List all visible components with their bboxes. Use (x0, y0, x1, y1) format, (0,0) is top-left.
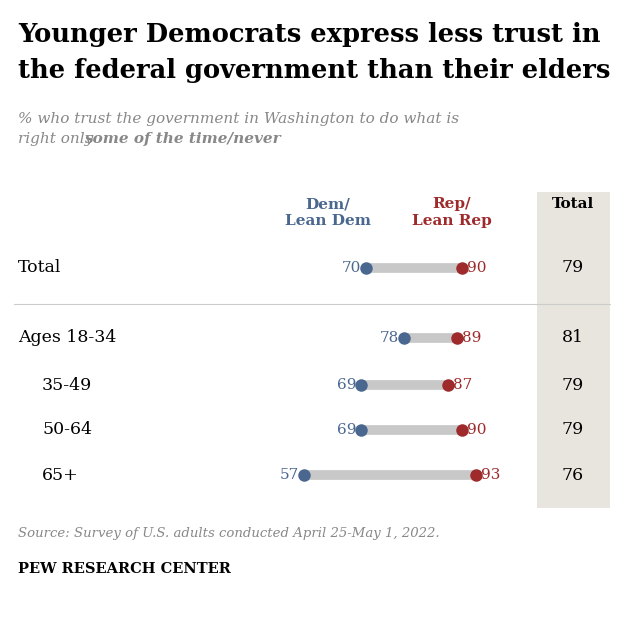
Text: right only: right only (18, 132, 98, 146)
Text: Ages 18-34: Ages 18-34 (18, 329, 117, 347)
Text: 69: 69 (337, 378, 356, 392)
Text: % who trust the government in Washington to do what is: % who trust the government in Washington… (18, 112, 459, 126)
Text: 57: 57 (280, 468, 299, 482)
Text: PEW RESEARCH CENTER: PEW RESEARCH CENTER (18, 562, 231, 576)
Text: 65+: 65+ (42, 466, 79, 484)
Text: Source: Survey of U.S. adults conducted April 25-May 1, 2022.: Source: Survey of U.S. adults conducted … (18, 527, 440, 540)
Text: 87: 87 (453, 378, 472, 392)
Text: 70: 70 (342, 261, 361, 275)
Text: 79: 79 (562, 376, 584, 394)
Text: Total: Total (552, 197, 594, 211)
Text: 35-49: 35-49 (42, 376, 92, 394)
Text: Rep/: Rep/ (433, 197, 471, 211)
Text: Lean Dem: Lean Dem (285, 214, 371, 228)
Text: 81: 81 (562, 329, 584, 347)
Text: 69: 69 (337, 423, 356, 437)
Text: Lean Rep: Lean Rep (412, 214, 492, 228)
Text: the federal government than their elders: the federal government than their elders (18, 58, 610, 83)
Text: 90: 90 (467, 423, 487, 437)
Text: 79: 79 (562, 422, 584, 438)
Text: 90: 90 (467, 261, 487, 275)
Text: 76: 76 (562, 466, 584, 484)
Text: 79: 79 (562, 260, 584, 277)
Text: 50-64: 50-64 (42, 422, 92, 438)
Text: Dem/: Dem/ (306, 197, 350, 211)
Text: 89: 89 (462, 331, 482, 345)
Bar (537, 192, 610, 508)
Text: 78: 78 (380, 331, 399, 345)
Text: 93: 93 (481, 468, 501, 482)
Text: Total: Total (18, 260, 61, 277)
Text: Younger Democrats express less trust in: Younger Democrats express less trust in (18, 22, 601, 47)
Text: some of the time/never: some of the time/never (84, 132, 281, 146)
